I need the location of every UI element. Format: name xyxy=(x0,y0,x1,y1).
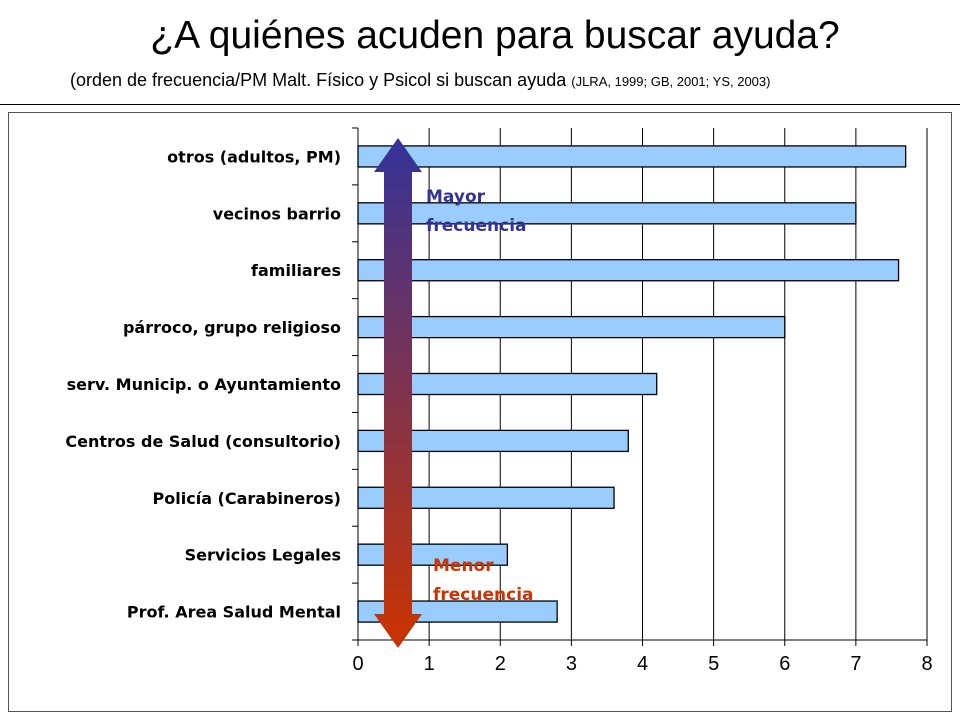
subtitle-references: (JLRA, 1999; GB, 2001; YS, 2003) xyxy=(571,74,771,89)
bar xyxy=(357,372,658,396)
x-tick-label: 4 xyxy=(637,653,648,675)
category-label: párroco, grupo religioso xyxy=(123,318,341,337)
title-divider xyxy=(0,104,960,105)
bar xyxy=(357,429,629,453)
annotation-bottom-line1: Menor xyxy=(433,556,494,576)
frequency-arrow xyxy=(374,138,422,648)
bar xyxy=(357,145,907,168)
x-tick-label: 1 xyxy=(424,653,435,675)
annotation-bottom-line2: frecuencia xyxy=(433,585,534,605)
tick-labels: 0 1 2 3 4 5 6 7 8 xyxy=(352,653,932,675)
x-tick-label: 8 xyxy=(921,653,932,675)
bar xyxy=(357,202,857,225)
subtitle-main: (orden de frecuencia/PM Malt. Físico y P… xyxy=(70,70,567,90)
x-tick-label: 0 xyxy=(352,653,363,675)
bars xyxy=(357,145,907,623)
x-tick-label: 2 xyxy=(495,653,506,675)
page-title: ¿A quiénes acuden para buscar ayuda? xyxy=(150,14,840,57)
category-label: Policía (Carabineros) xyxy=(153,489,341,508)
category-label: serv. Municip. o Ayuntamiento xyxy=(67,375,341,394)
x-tick-label: 7 xyxy=(850,653,861,675)
category-label: otros (adultos, PM) xyxy=(167,147,341,166)
chart-frame xyxy=(8,112,952,712)
bar xyxy=(357,486,615,509)
annotation-top-line1: Mayor xyxy=(426,187,486,207)
page-subtitle: (orden de frecuencia/PM Malt. Físico y P… xyxy=(70,70,770,91)
category-label: Prof. Area Salud Mental xyxy=(127,603,341,622)
category-labels: otros (adultos, PM) vecinos barrio familia… xyxy=(65,147,341,621)
x-tick-label: 5 xyxy=(708,653,719,675)
bar xyxy=(357,259,900,282)
bar xyxy=(357,315,786,339)
category-label: familiares xyxy=(251,261,341,280)
category-label: Centros de Salud (consultorio) xyxy=(65,432,341,451)
x-tick-label: 3 xyxy=(566,653,577,675)
category-label: Servicios Legales xyxy=(185,546,341,565)
x-tick-label: 6 xyxy=(779,653,790,675)
category-label: vecinos barrio xyxy=(213,204,341,223)
annotation-top-line2: frecuencia xyxy=(426,216,527,236)
